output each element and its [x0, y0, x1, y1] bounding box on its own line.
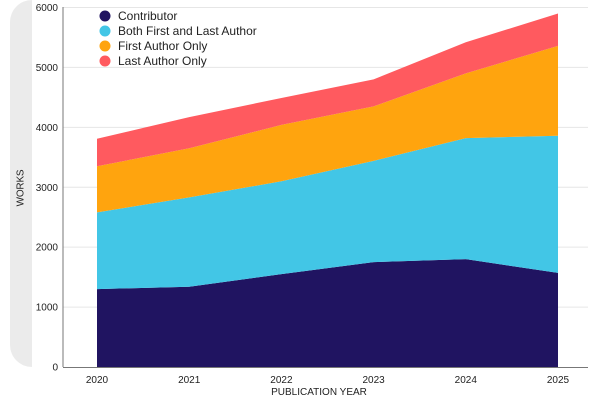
y-tick-label: 4000	[36, 123, 59, 134]
legend-marker-icon	[99, 10, 111, 22]
y-tick-label: 0	[52, 363, 58, 374]
y-tick-labels: 0 1000 2000 3000 4000 5000 6000	[36, 3, 59, 374]
area-first-author-only	[97, 45, 558, 213]
y-tick-label: 5000	[36, 63, 59, 74]
area-both-first-and-last-author	[97, 135, 558, 290]
x-tick-label: 2024	[455, 375, 478, 386]
x-tick-label: 2021	[178, 375, 201, 386]
x-tick-label: 2025	[547, 375, 570, 386]
y-tick-label: 3000	[36, 183, 59, 194]
axes	[62, 7, 588, 368]
x-tick-labels: 2020 2021 2022 2023 2024 2025	[86, 375, 570, 386]
area-contributor	[97, 259, 558, 367]
y-tick-label: 6000	[36, 3, 59, 14]
x-tick-label: 2020	[86, 375, 109, 386]
y-tick-label: 2000	[36, 243, 59, 254]
legend-marker-icon	[99, 25, 111, 37]
legend-label: First Author Only	[118, 39, 207, 53]
area-last-author-only	[97, 13, 558, 167]
side-panel	[10, 0, 32, 367]
x-axis-label: PUBLICATION YEAR	[271, 387, 367, 398]
x-tick-label: 2022	[270, 375, 293, 386]
x-tick-label: 2023	[362, 375, 385, 386]
legend-marker-icon	[99, 40, 111, 52]
legend-label: Both First and Last Author	[118, 24, 257, 38]
legend-item[interactable]: Last Author Only	[99, 54, 207, 68]
legend-label: Contributor	[118, 9, 177, 23]
legend-item[interactable]: Both First and Last Author	[99, 24, 257, 38]
y-tick-label: 1000	[36, 303, 59, 314]
legend-item[interactable]: Contributor	[99, 9, 178, 23]
legend-label: Last Author Only	[118, 54, 207, 68]
legend-marker-icon	[99, 55, 111, 67]
legend-item[interactable]: First Author Only	[99, 39, 208, 53]
area-series	[97, 13, 558, 367]
